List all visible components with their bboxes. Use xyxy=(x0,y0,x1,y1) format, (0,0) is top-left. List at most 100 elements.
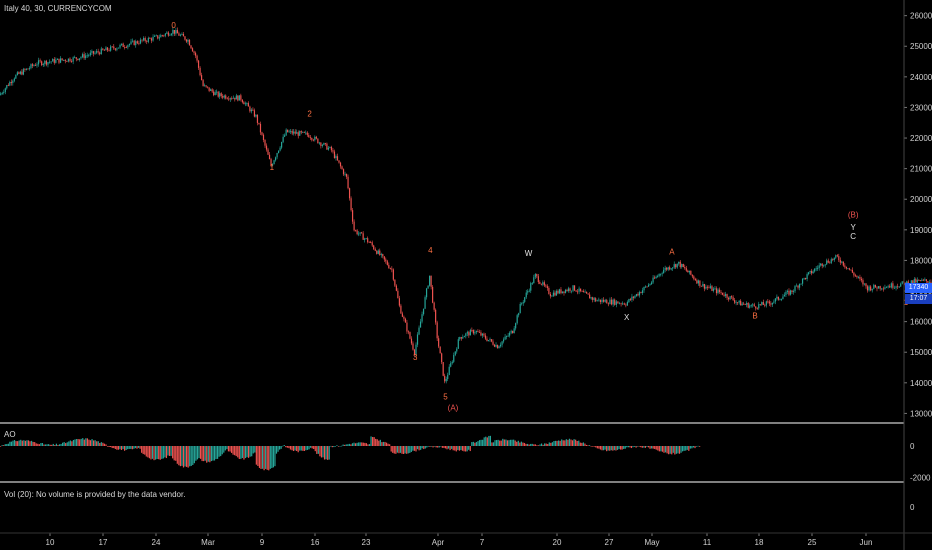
ao-bar xyxy=(235,446,237,457)
wave-label: B xyxy=(752,312,757,321)
candle-body xyxy=(1,92,3,94)
ao-bar xyxy=(585,444,588,446)
ao-bar xyxy=(155,446,157,460)
candle-body xyxy=(356,230,358,235)
candle-body xyxy=(48,61,51,63)
ao-bar xyxy=(306,446,309,450)
candle-body xyxy=(808,272,810,275)
wave-label: W xyxy=(525,249,533,258)
ao-bar xyxy=(80,438,82,446)
candle-body xyxy=(762,302,764,305)
ao-bar xyxy=(571,440,574,446)
ao-bar xyxy=(241,446,243,458)
ao-bar xyxy=(354,443,357,446)
candle-body xyxy=(576,291,579,293)
ao-bar xyxy=(266,446,268,470)
ao-bar xyxy=(170,446,172,456)
ao-bar xyxy=(305,446,307,451)
ao-bar xyxy=(119,446,121,450)
ao-bar xyxy=(570,439,572,446)
candle-body xyxy=(493,344,496,347)
price-axis[interactable]: 26000 25000 24000 23000 22000 21000 20000 19000… xyxy=(904,12,932,419)
ao-bar xyxy=(77,439,79,446)
ao-bar xyxy=(63,442,65,446)
ao-bar xyxy=(302,446,304,451)
ao-bar xyxy=(449,446,451,451)
candle-body xyxy=(217,91,219,97)
candle-body xyxy=(63,59,65,61)
ao-bar xyxy=(102,442,104,446)
ao-bar xyxy=(691,446,693,449)
candle-body xyxy=(368,242,370,243)
candle-body xyxy=(220,93,222,97)
ao-bar xyxy=(182,446,185,468)
ao-bar xyxy=(376,439,378,446)
candle-body xyxy=(315,136,317,139)
ao-bar xyxy=(593,446,595,447)
ao-bar xyxy=(492,442,495,446)
ao-bar xyxy=(372,437,374,446)
candle-body xyxy=(610,299,613,305)
ao-bar xyxy=(330,445,332,447)
time-axis[interactable]: 10 17 24 Mar 9 16 23 Apr 7 20 27 May 11 18 25 Jun xyxy=(46,533,873,547)
candle-body xyxy=(243,102,245,105)
ao-bar xyxy=(133,446,135,449)
ao-bar xyxy=(317,446,319,454)
candle-body xyxy=(52,58,54,62)
candle-body xyxy=(427,285,429,289)
candle-body xyxy=(777,296,780,300)
ao-bar xyxy=(243,446,245,460)
ao-bar xyxy=(668,446,670,455)
candle-body xyxy=(61,58,63,61)
candle-body xyxy=(841,261,843,263)
candle-body xyxy=(388,264,390,269)
candle-body xyxy=(161,35,163,37)
candle-body xyxy=(324,143,327,144)
candle-body xyxy=(525,292,527,298)
ao-bar xyxy=(184,446,186,467)
candle-body xyxy=(136,41,138,44)
candle-body xyxy=(412,343,414,350)
candle-body xyxy=(130,41,132,44)
candle-body xyxy=(527,291,529,293)
ao-bar xyxy=(517,440,519,446)
ao-bar xyxy=(310,446,312,448)
ao-bar xyxy=(179,446,181,467)
x-tick-label: 16 xyxy=(311,538,320,547)
candle-body xyxy=(268,154,271,160)
ao-bar xyxy=(285,446,287,448)
candle-body xyxy=(506,336,508,337)
ao-bar xyxy=(72,439,75,446)
candle-body xyxy=(709,286,712,288)
ao-bar xyxy=(390,446,392,452)
candle-body xyxy=(685,268,687,271)
ao-bar xyxy=(148,446,150,459)
ao-bar xyxy=(156,446,158,460)
candle-body xyxy=(428,275,431,286)
candle-body xyxy=(863,283,866,285)
candle-body xyxy=(66,61,68,62)
ao-bar xyxy=(429,446,431,447)
ao-bar xyxy=(244,446,247,459)
candle-body xyxy=(530,283,532,291)
ao-bar xyxy=(365,443,367,446)
candle-body xyxy=(688,270,690,273)
candle-body xyxy=(912,280,914,284)
candle-body xyxy=(135,41,137,46)
candle-body xyxy=(58,58,60,63)
candle-body xyxy=(481,333,484,336)
candle-body xyxy=(160,35,162,38)
ao-bar xyxy=(463,446,465,452)
candle-body xyxy=(628,299,630,303)
candle-body xyxy=(415,344,417,355)
candle-body xyxy=(921,279,923,281)
candle-body xyxy=(723,294,725,296)
ao-bar xyxy=(246,446,248,458)
candle-body xyxy=(663,269,665,274)
candle-body xyxy=(81,54,84,58)
ao-bar xyxy=(223,446,225,453)
candle-body xyxy=(637,294,639,296)
candle-body xyxy=(338,160,340,163)
ao-bar xyxy=(48,444,50,446)
